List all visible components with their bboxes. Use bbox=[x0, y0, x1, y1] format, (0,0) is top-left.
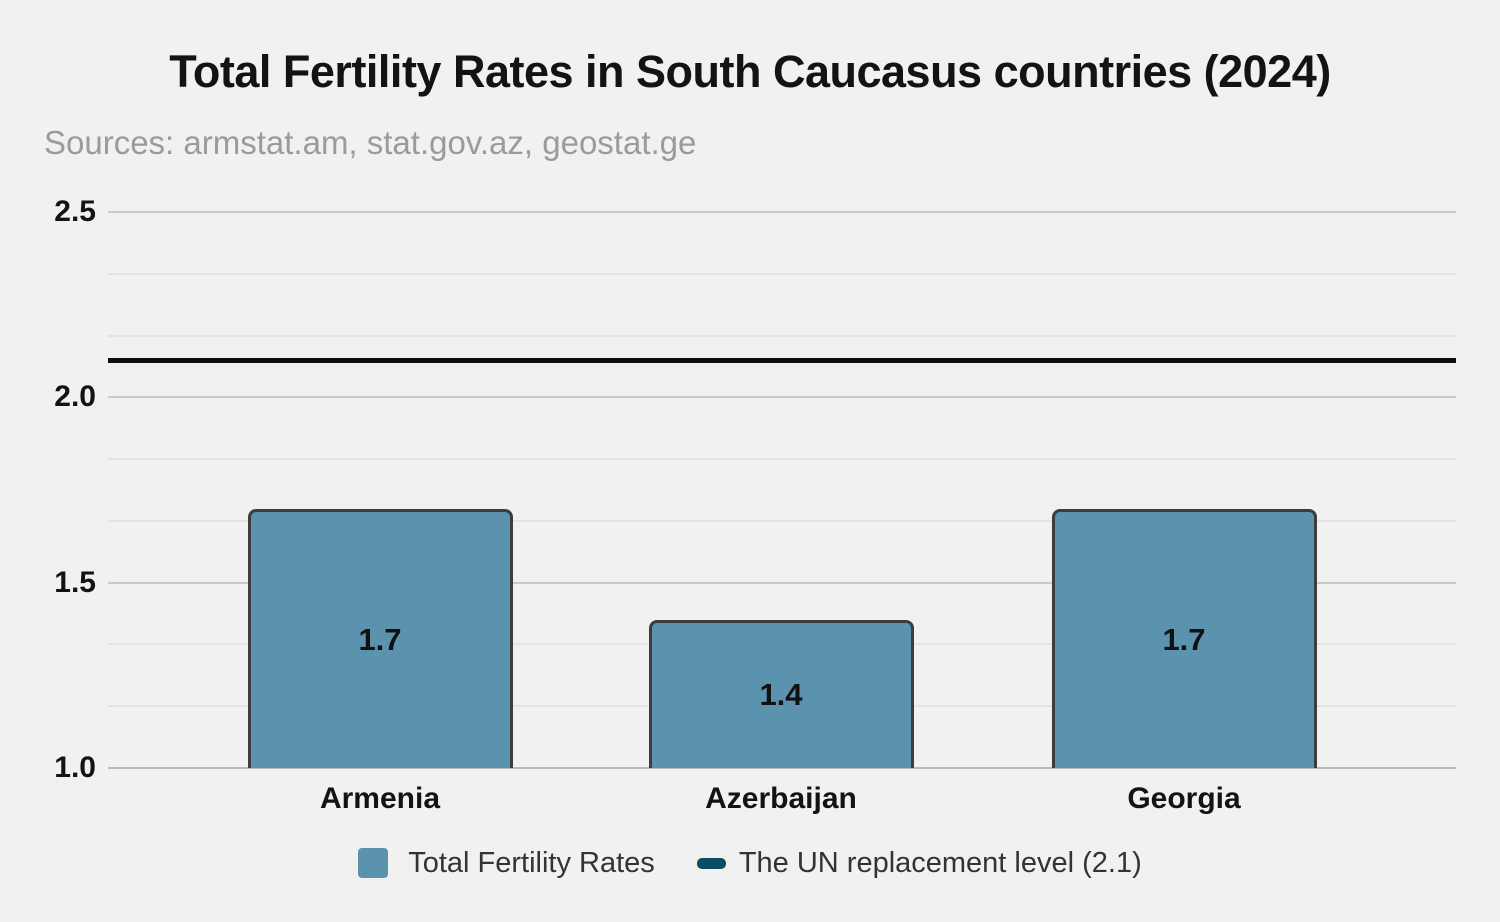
legend-item-un-replacement-level: The UN replacement level (2.1) bbox=[696, 846, 1142, 880]
legend: Total Fertility Rates The UN replacement… bbox=[0, 844, 1500, 882]
y-tick-label: 1.5 bbox=[54, 565, 96, 599]
chart-subtitle: Sources: armstat.am, stat.gov.az, geosta… bbox=[44, 124, 697, 161]
legend-item-total-fertility-rates: Total Fertility Rates bbox=[358, 847, 655, 880]
bar-georgia: 1.7 bbox=[1051, 508, 1317, 768]
x-category-label-georgia: Georgia bbox=[1127, 782, 1241, 815]
bar-series-swatch-icon bbox=[358, 848, 389, 878]
bar-value-label: 1.7 bbox=[358, 621, 402, 657]
bar-armenia: 1.7 bbox=[247, 508, 513, 768]
gridline bbox=[108, 396, 1456, 399]
x-category-label-armenia: Armenia bbox=[319, 782, 441, 815]
gridline bbox=[108, 211, 1456, 213]
gridline bbox=[108, 334, 1456, 337]
legend-item-label: Total Fertility Rates bbox=[408, 846, 655, 879]
replacement-line-swatch-icon bbox=[696, 857, 726, 869]
plot-area: 1.7 1.4 1.7 bbox=[108, 211, 1456, 769]
bar-value-label: 1.4 bbox=[759, 677, 803, 713]
gridline bbox=[108, 519, 1456, 522]
gridline bbox=[108, 272, 1456, 275]
replacement-level-line bbox=[108, 357, 1456, 363]
legend-item-label: The UN replacement level (2.1) bbox=[738, 846, 1142, 879]
x-axis: Armenia Azerbaijan Georgia bbox=[108, 782, 1456, 822]
x-axis-line bbox=[108, 767, 1456, 769]
y-axis: 1.0 1.5 2.0 2.5 bbox=[0, 197, 96, 783]
gridline bbox=[108, 581, 1456, 584]
chart-title: Total Fertility Rates in South Caucasus … bbox=[169, 46, 1331, 97]
x-category-label-azerbaijan: Azerbaijan bbox=[705, 782, 857, 815]
y-tick-label: 1.0 bbox=[54, 751, 96, 784]
y-tick-label: 2.5 bbox=[54, 195, 96, 228]
bar-value-label: 1.7 bbox=[1162, 621, 1206, 657]
gridline bbox=[108, 458, 1456, 461]
bar-azerbaijan: 1.4 bbox=[648, 619, 914, 768]
y-tick-label: 2.0 bbox=[54, 380, 96, 414]
